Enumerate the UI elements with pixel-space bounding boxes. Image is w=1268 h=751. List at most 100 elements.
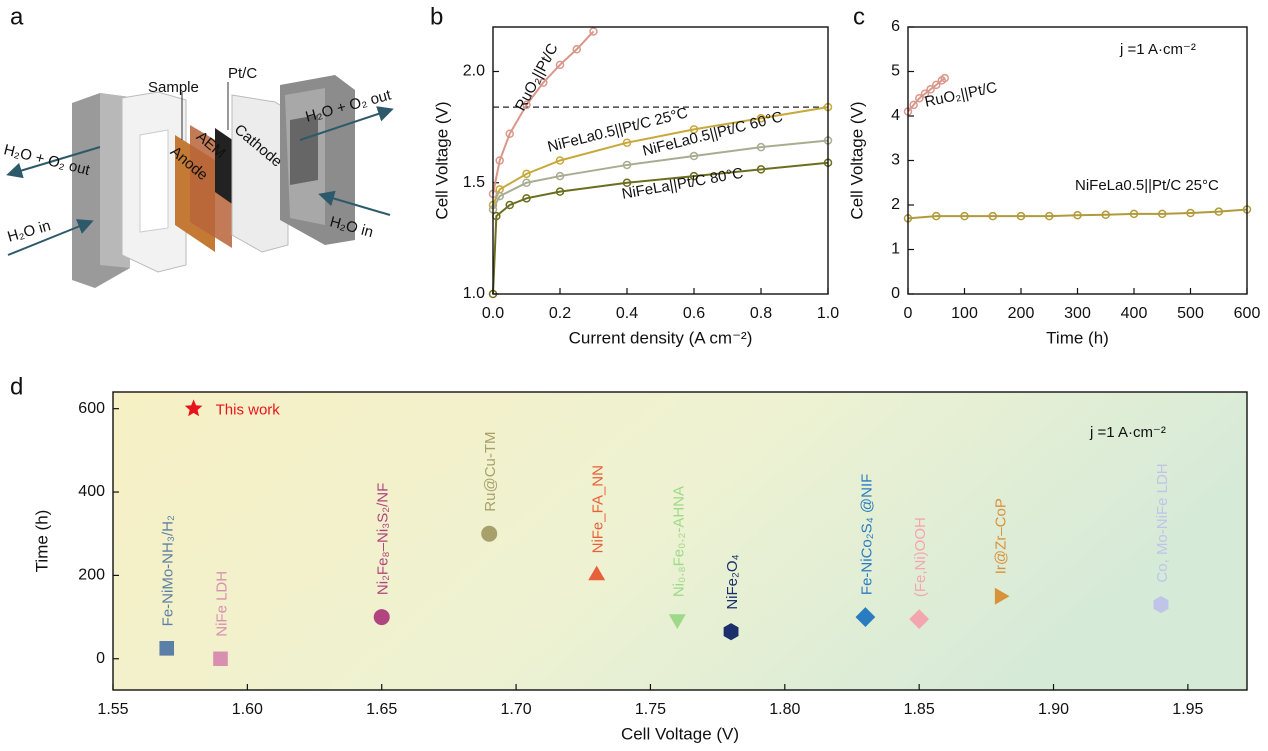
data-point xyxy=(926,85,935,94)
data-point xyxy=(213,651,228,667)
x-tick-label: 0.8 xyxy=(750,305,772,322)
plot-frame xyxy=(112,391,1248,691)
data-point xyxy=(522,169,531,179)
x-axis-title: Time (h) xyxy=(1046,328,1109,347)
y-tick-label: 4 xyxy=(891,107,900,124)
data-point xyxy=(184,399,203,417)
diagram-label: Sample xyxy=(148,79,199,96)
data-point xyxy=(1073,210,1082,220)
point-label: Ni₂Fe₈–Ni₃S₂/NF xyxy=(375,483,392,595)
x-tick-label: 1.80 xyxy=(769,701,800,718)
series-line xyxy=(492,139,829,210)
y-tick-label: 6 xyxy=(891,18,900,35)
data-point xyxy=(689,171,699,181)
data-point xyxy=(932,80,941,90)
x-tick-label: 1.85 xyxy=(904,701,935,718)
point-label: (Fe,Ni)OOH xyxy=(912,517,929,597)
y-tick-label: 1.5 xyxy=(463,174,485,191)
panel-label: d xyxy=(10,373,23,400)
data-point xyxy=(1045,211,1054,221)
data-point xyxy=(909,609,930,630)
point-label: Fe-NiCo₂S₄ @NIF xyxy=(858,474,875,595)
data-point xyxy=(994,587,1010,605)
data-point xyxy=(555,171,565,181)
data-point xyxy=(855,607,876,627)
data-point xyxy=(1186,208,1195,218)
point-label: This work xyxy=(216,402,281,419)
y-tick-label: 600 xyxy=(78,400,105,417)
point-label: Ru@Cu-TM xyxy=(482,431,499,511)
data-point xyxy=(1101,210,1110,220)
data-point xyxy=(588,565,606,581)
data-point xyxy=(756,142,766,152)
x-tick-label: 0.2 xyxy=(549,305,571,322)
point-label: NiFe LDH xyxy=(213,571,230,637)
data-point xyxy=(723,623,739,641)
y-tick-label: 3 xyxy=(891,152,900,169)
y-tick-label: 2 xyxy=(891,196,900,213)
data-point xyxy=(1158,209,1167,219)
y-tick-label: 5 xyxy=(891,63,900,80)
x-tick-label: 500 xyxy=(1177,305,1204,322)
series-line xyxy=(492,161,829,295)
data-point xyxy=(495,191,504,201)
data-point xyxy=(940,73,949,83)
x-tick-label: 1.0 xyxy=(817,305,839,322)
point-label: Fe-NiMo-NH₃/H₂ xyxy=(160,515,177,626)
series-label: RuO₂||Pt/C xyxy=(512,41,562,114)
electrolyzer-diagram xyxy=(6,75,394,288)
data-point xyxy=(539,78,548,87)
y-tick-label: 1.0 xyxy=(463,285,485,302)
data-point xyxy=(689,151,699,161)
plot-frame xyxy=(907,26,1248,295)
series-label: RuO₂||Pt/C xyxy=(923,79,999,111)
data-point xyxy=(960,211,969,221)
x-tick-label: 1.95 xyxy=(1172,701,1203,718)
data-point xyxy=(522,100,531,110)
data-point xyxy=(622,138,632,147)
data-point xyxy=(756,113,766,123)
x-tick-label: 0 xyxy=(904,305,913,322)
x-tick-label: 1.55 xyxy=(97,701,128,718)
data-point xyxy=(1214,207,1223,216)
plot-background xyxy=(113,392,1247,690)
series-line xyxy=(492,106,829,206)
data-point xyxy=(1016,211,1026,221)
point-label: NiFe_FA_NN xyxy=(590,465,607,553)
x-tick-label: 0.6 xyxy=(683,305,705,322)
data-point xyxy=(555,156,565,165)
y-tick-label: 0 xyxy=(96,650,105,667)
y-axis-title: Cell Voltage (V) xyxy=(847,101,866,219)
y-tick-label: 0 xyxy=(891,285,900,302)
x-tick-label: 300 xyxy=(1064,305,1091,322)
x-tick-label: 1.60 xyxy=(232,701,263,718)
point-label: Ni₀.₈Fe₀.₂-AHNA xyxy=(670,486,687,597)
y-axis-title: Time (h) xyxy=(32,510,51,573)
data-point xyxy=(988,211,997,221)
data-point xyxy=(373,609,390,626)
data-point xyxy=(915,93,924,103)
data-point xyxy=(909,100,918,110)
x-tick-label: 1.90 xyxy=(1038,701,1069,718)
data-point xyxy=(756,165,766,174)
point-label: NiFe₂O₄ xyxy=(724,554,741,609)
x-tick-label: 0.0 xyxy=(482,305,504,322)
data-point xyxy=(555,187,565,196)
data-point xyxy=(522,194,531,203)
panel-label: a xyxy=(10,3,24,30)
x-tick-label: 200 xyxy=(1008,305,1035,322)
data-point xyxy=(159,641,175,656)
x-axis-title: Cell Voltage (V) xyxy=(621,724,739,743)
x-tick-label: 0.4 xyxy=(616,305,638,322)
data-point xyxy=(622,178,632,187)
x-tick-label: 1.65 xyxy=(366,701,397,718)
data-point xyxy=(1129,209,1139,219)
diagram-label: Pt/C xyxy=(228,65,257,82)
data-point xyxy=(932,211,941,221)
x-tick-label: 1.70 xyxy=(501,701,532,718)
data-point xyxy=(495,156,504,165)
data-point xyxy=(505,200,514,210)
data-point xyxy=(920,89,930,98)
data-point xyxy=(689,125,699,134)
y-tick-label: 2.0 xyxy=(463,63,485,80)
